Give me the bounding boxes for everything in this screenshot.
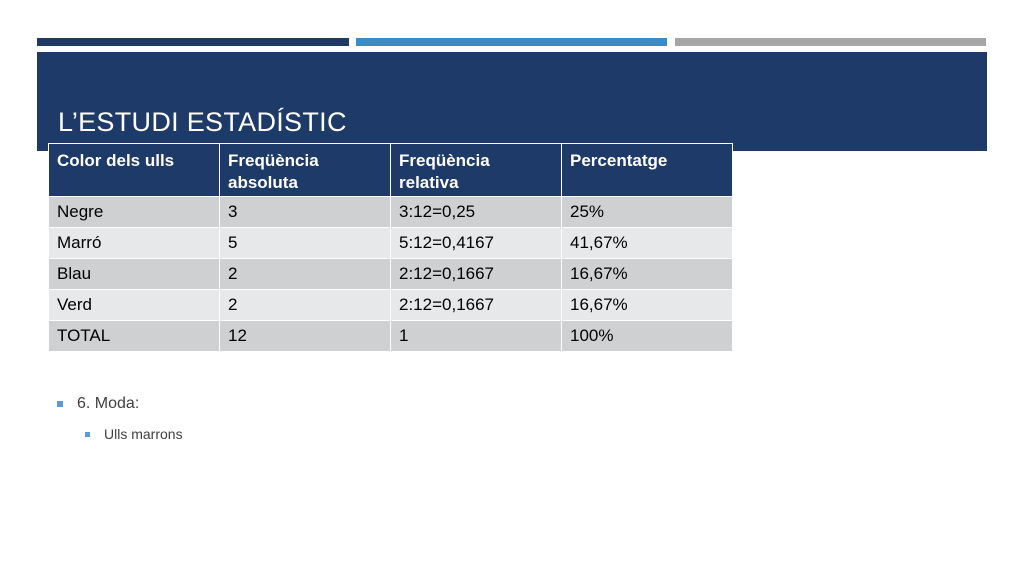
cell-percentatge: 100% xyxy=(561,320,733,352)
accent-bar-gray xyxy=(675,38,986,46)
square-bullet-icon xyxy=(85,431,90,437)
cell-relativa: 2:12=0,1667 xyxy=(390,258,562,290)
cell-percentatge: 16,67% xyxy=(561,258,733,290)
bullet-subtext: Ulls marrons xyxy=(104,426,183,442)
accent-bar-blue xyxy=(356,38,667,46)
title-band xyxy=(37,52,987,151)
cell-color: Negre xyxy=(48,196,220,228)
table-row: Blau 2 2:12=0,1667 16,67% xyxy=(48,258,733,290)
cell-absoluta: 12 xyxy=(219,320,391,352)
header-freq-relativa: Freqüència relativa xyxy=(390,143,562,197)
bullet-subitem: Ulls marrons xyxy=(85,424,183,444)
header-freq-absoluta: Freqüència absoluta xyxy=(219,143,391,197)
table-row: Marró 5 5:12=0,4167 41,67% xyxy=(48,227,733,259)
cell-percentatge: 25% xyxy=(561,196,733,228)
square-bullet-icon xyxy=(57,401,63,407)
bullet-list: 6. Moda: Ulls marrons xyxy=(57,392,183,444)
cell-relativa: 3:12=0,25 xyxy=(390,196,562,228)
cell-color: Marró xyxy=(48,227,220,259)
cell-color: Blau xyxy=(48,258,220,290)
header-color-ulls: Color dels ulls xyxy=(48,143,220,197)
table-header-row: Color dels ulls Freqüència absoluta Freq… xyxy=(48,143,733,197)
cell-relativa: 1 xyxy=(390,320,562,352)
cell-absoluta: 2 xyxy=(219,289,391,321)
cell-percentatge: 41,67% xyxy=(561,227,733,259)
cell-absoluta: 5 xyxy=(219,227,391,259)
cell-absoluta: 3 xyxy=(219,196,391,228)
cell-color: Verd xyxy=(48,289,220,321)
header-percentatge: Percentatge xyxy=(561,143,733,197)
table-row: Verd 2 2:12=0,1667 16,67% xyxy=(48,289,733,321)
table-row-total: TOTAL 12 1 100% xyxy=(48,320,733,352)
accent-bar-dark xyxy=(37,38,349,46)
table-row: Negre 3 3:12=0,25 25% xyxy=(48,196,733,228)
bullet-text: 6. Moda: xyxy=(77,395,140,412)
cell-relativa: 5:12=0,4167 xyxy=(390,227,562,259)
bullet-item-moda: 6. Moda: xyxy=(57,392,183,416)
slide-title: L’ESTUDI ESTADÍSTIC xyxy=(58,107,347,137)
cell-absoluta: 2 xyxy=(219,258,391,290)
cell-color: TOTAL xyxy=(48,320,220,352)
cell-relativa: 2:12=0,1667 xyxy=(390,289,562,321)
cell-percentatge: 16,67% xyxy=(561,289,733,321)
frequency-table: Color dels ulls Freqüència absoluta Freq… xyxy=(48,143,733,352)
